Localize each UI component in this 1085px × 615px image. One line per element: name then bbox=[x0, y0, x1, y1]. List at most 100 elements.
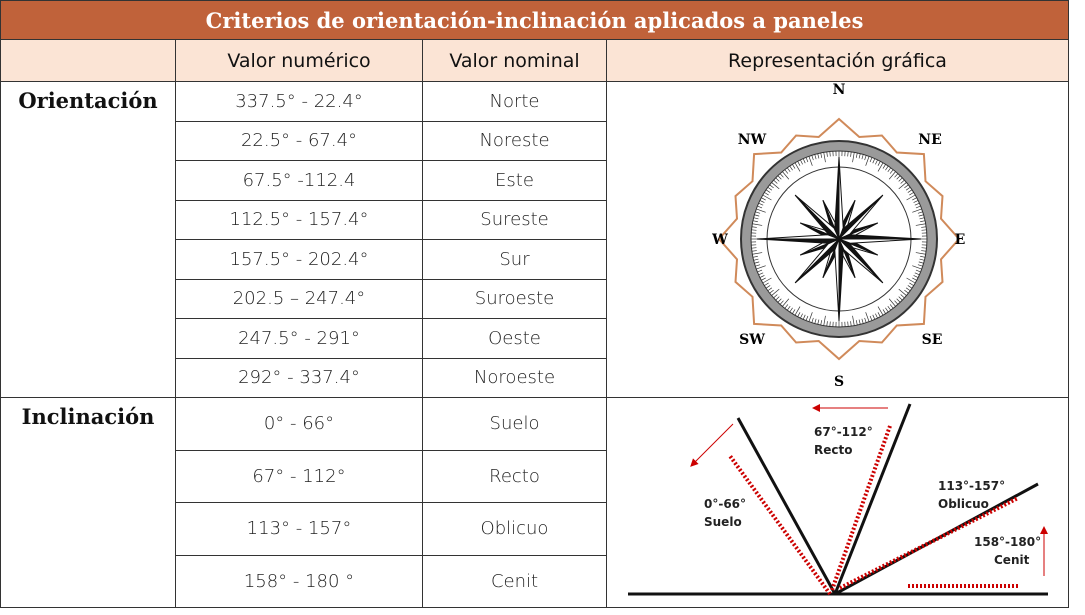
numeric-value: 67.5° -112.4 bbox=[175, 160, 423, 201]
table-row: 292° - 337.4° Noroeste bbox=[1, 357, 1069, 398]
header-cell: Valor numérico bbox=[175, 39, 423, 82]
dial-tick bbox=[877, 312, 881, 317]
dial-tick bbox=[828, 151, 831, 157]
diagram-label: Oblicuo bbox=[938, 497, 989, 511]
graphic-cell: 67°-112° Recto 0°-66° Suelo 113°-157° Ob… bbox=[605, 397, 1070, 608]
dial-tick bbox=[760, 277, 766, 281]
dial-tick bbox=[882, 309, 886, 314]
dial-tick bbox=[887, 305, 891, 311]
dial-tick bbox=[789, 307, 793, 313]
dial-tick bbox=[762, 194, 772, 201]
diagram-label: 113°-157° bbox=[938, 479, 1005, 493]
dial-tick bbox=[779, 173, 784, 178]
diagram-label: Suelo bbox=[704, 515, 742, 529]
dial-tick bbox=[871, 158, 875, 164]
dial-tick bbox=[861, 154, 864, 160]
dial-tick bbox=[889, 169, 893, 174]
dial-tick bbox=[863, 155, 867, 161]
dial-tick bbox=[767, 186, 772, 191]
dial-tick bbox=[846, 321, 849, 327]
dial-tick bbox=[849, 321, 852, 327]
dial-tick bbox=[903, 184, 909, 189]
dial-tick bbox=[917, 211, 923, 214]
dial-tick bbox=[905, 186, 910, 191]
nominal-value: Sur bbox=[422, 239, 607, 280]
dial-tick bbox=[786, 305, 791, 311]
nominal-value: Suelo bbox=[422, 397, 607, 451]
dial-tick bbox=[777, 298, 782, 303]
nominal-value: Sureste bbox=[422, 199, 607, 240]
dial-tick bbox=[917, 264, 923, 267]
dial-tick bbox=[825, 321, 828, 327]
dial-tick bbox=[791, 309, 795, 314]
dial-tick bbox=[805, 157, 808, 163]
compass-label: SW bbox=[739, 332, 765, 348]
dial-tick bbox=[918, 214, 924, 217]
dial-tick bbox=[898, 288, 907, 296]
dial-tick bbox=[888, 171, 896, 180]
dial-tick bbox=[789, 165, 793, 171]
dial-tick bbox=[899, 294, 905, 299]
dial-tick bbox=[774, 177, 780, 182]
dial-tick bbox=[802, 314, 806, 320]
nominal-value: Recto bbox=[422, 449, 607, 503]
dial-tick bbox=[915, 252, 926, 255]
dial-tick bbox=[753, 258, 759, 261]
dial-tick bbox=[920, 226, 926, 228]
dial-tick bbox=[767, 287, 772, 292]
group-label: Orientación bbox=[0, 81, 176, 398]
dial-tick bbox=[786, 167, 791, 173]
dial-tick bbox=[898, 182, 907, 190]
diagram-label: 67°-112° bbox=[814, 425, 873, 439]
dial-tick bbox=[819, 320, 822, 326]
header-cell: Valor nominal bbox=[422, 39, 607, 82]
nominal-value: Noreste bbox=[422, 120, 607, 161]
table-row: 67° - 112° Recto bbox=[1, 449, 1069, 503]
diagram-label: 158°-180° bbox=[974, 535, 1041, 549]
dial-tick bbox=[920, 250, 926, 252]
dial-tick bbox=[882, 164, 886, 169]
table-row: 113° - 157° Oblicuo bbox=[1, 502, 1069, 556]
dial-tick bbox=[799, 159, 803, 165]
dial-tick bbox=[911, 208, 922, 213]
dial-tick bbox=[874, 313, 878, 319]
dial-tick bbox=[770, 182, 779, 190]
numeric-value: 112.5° - 157.4° bbox=[175, 199, 423, 240]
dial-tick bbox=[772, 294, 778, 299]
dial-tick bbox=[777, 175, 782, 180]
dial-tick bbox=[858, 319, 861, 325]
dial-tick bbox=[774, 296, 780, 301]
header-empty bbox=[0, 39, 176, 82]
numeric-value: 158° - 180 ° bbox=[175, 554, 423, 608]
dial-tick bbox=[851, 152, 855, 163]
dial-tick bbox=[768, 184, 774, 189]
dial-tick bbox=[889, 304, 893, 309]
dial-tick bbox=[897, 177, 903, 182]
dial-tick bbox=[911, 265, 922, 270]
dial-tick bbox=[851, 315, 855, 326]
dial-tick bbox=[757, 272, 763, 276]
dial-tick bbox=[895, 298, 900, 303]
compass-label: W bbox=[711, 232, 728, 248]
numeric-value: 113° - 157° bbox=[175, 502, 423, 556]
dial-tick bbox=[921, 229, 927, 231]
dial-tick bbox=[918, 261, 924, 264]
numeric-value: 337.5° - 22.4° bbox=[175, 81, 423, 122]
dial-tick bbox=[756, 269, 762, 273]
compass-rose: N NE E SE S SW W NW bbox=[711, 82, 965, 390]
dial-tick bbox=[762, 277, 772, 284]
dial-tick bbox=[753, 217, 759, 220]
inclination-diagram: 67°-112° Recto 0°-66° Suelo 113°-157° Ob… bbox=[627, 403, 1048, 596]
dial-tick bbox=[899, 179, 905, 184]
dial-tick bbox=[861, 318, 864, 324]
dial-tick bbox=[808, 312, 813, 322]
dial-tick bbox=[816, 319, 819, 325]
table-row: 247.5° - 291° Oeste bbox=[1, 318, 1069, 359]
dial-tick bbox=[912, 200, 918, 203]
dial-tick bbox=[871, 314, 875, 320]
dial-tick bbox=[781, 171, 789, 180]
dial-tick bbox=[768, 289, 774, 294]
dial-tick bbox=[895, 175, 900, 180]
dial-tick bbox=[779, 300, 784, 305]
table-row: 158° - 180 ° Cenit bbox=[1, 554, 1069, 608]
